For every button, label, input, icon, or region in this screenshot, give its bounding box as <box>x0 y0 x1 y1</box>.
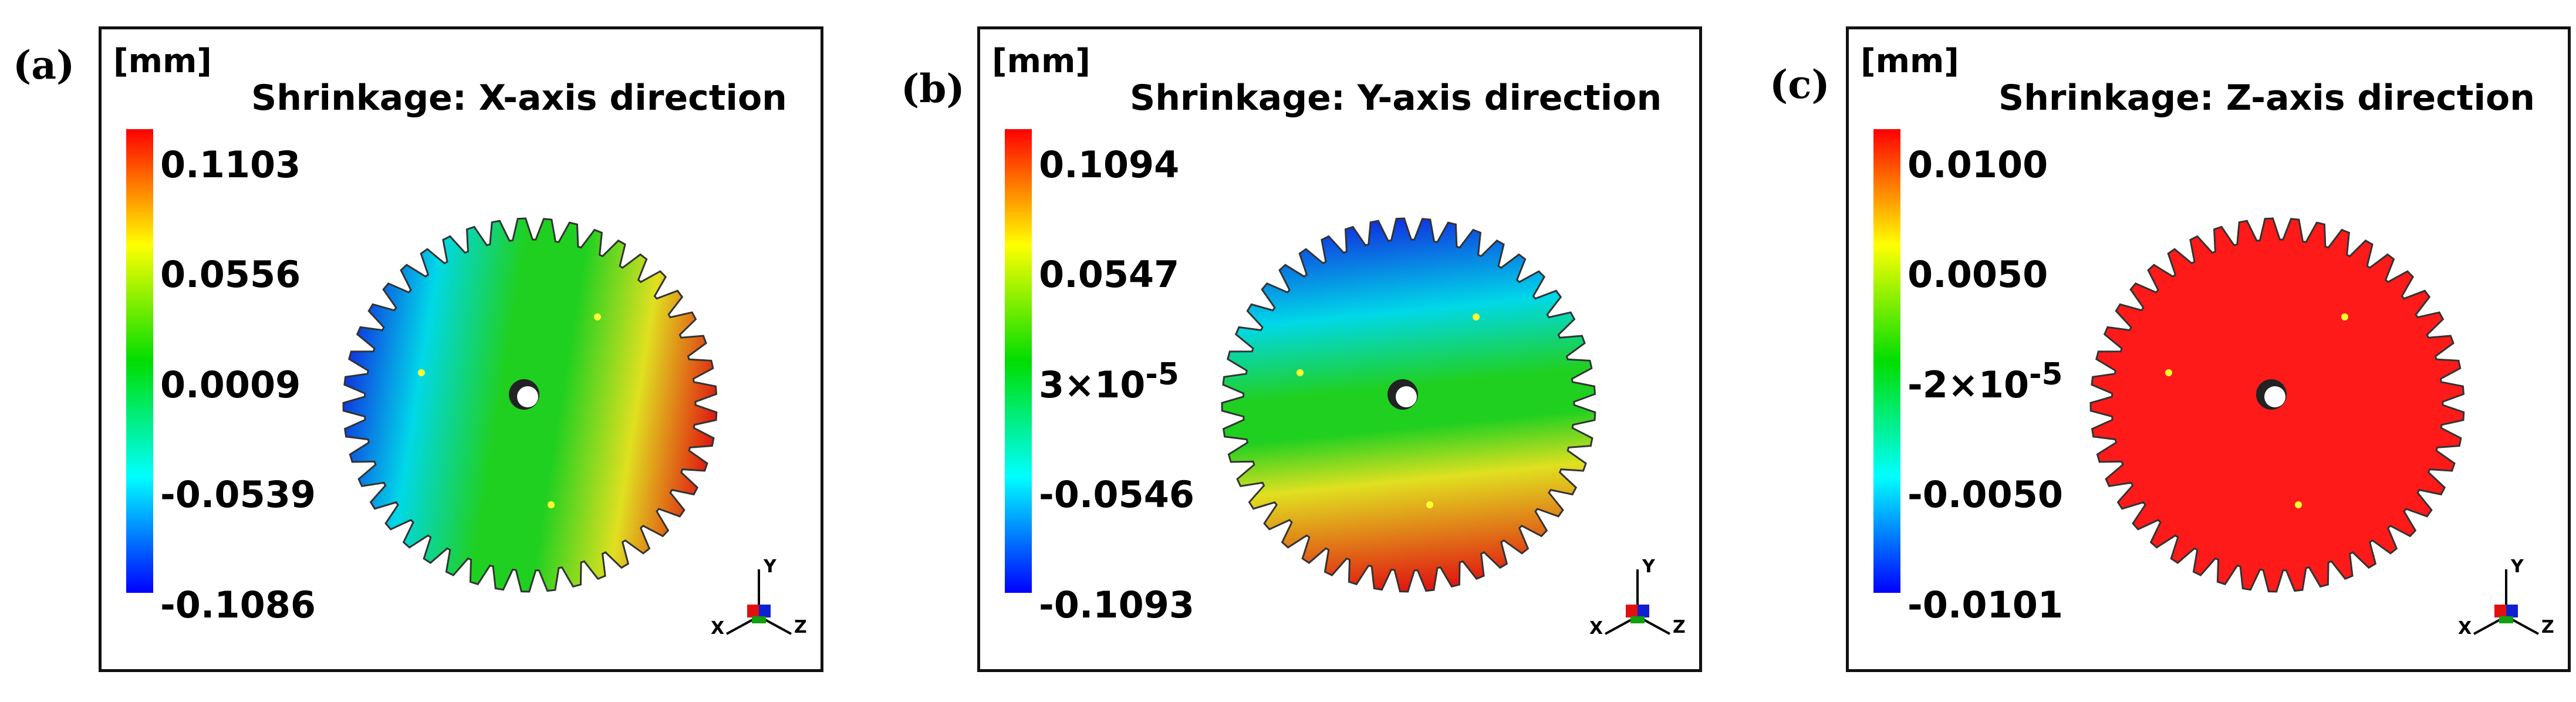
triad-x-label: X <box>711 618 724 639</box>
triad-z-label: Z <box>1673 617 1686 637</box>
axis-triad: Y X Z <box>2458 556 2554 639</box>
triad-x-label: X <box>2458 618 2472 639</box>
panel-c-letter: (c) <box>1770 62 1830 107</box>
gear-contour-plot <box>1221 217 1596 593</box>
panel-b: [mm] Shrinkage: Y-axis direction 0.1094 … <box>977 26 1702 672</box>
gear-contour-plot <box>342 217 718 593</box>
unit-label: [mm] <box>113 42 212 80</box>
scale-tick-high: 0.0050 <box>1907 252 2048 296</box>
panel-title: Shrinkage: X-axis direction <box>251 77 787 119</box>
scale-tick-min: -0.1086 <box>160 583 316 626</box>
panel-a-letter: (a) <box>13 42 75 88</box>
scale-tick-mid: -2×10-5 <box>1907 357 2063 406</box>
scale-tick-high: 0.0547 <box>1039 252 1180 296</box>
scale-tick-mid: 3×10-5 <box>1039 357 1179 406</box>
scale-tick-low: -0.0546 <box>1039 473 1194 516</box>
color-scale-bar <box>1005 129 1032 593</box>
unit-label: [mm] <box>992 42 1091 80</box>
panel-c: [mm] Shrinkage: Z-axis direction 0.0100 … <box>1846 26 2571 672</box>
scale-tick-low: -0.0050 <box>1907 473 2063 516</box>
triad-y-label: Y <box>2510 556 2524 577</box>
axis-triad: Y X Z <box>711 556 807 639</box>
color-scale-bar <box>126 129 153 593</box>
panel-title: Shrinkage: Y-axis direction <box>1130 77 1662 119</box>
triad-x-label: X <box>1589 618 1603 639</box>
panel-b-letter: (b) <box>901 66 965 112</box>
gear-contour-plot <box>2089 217 2465 593</box>
scale-tick-max: 0.1094 <box>1039 143 1180 186</box>
panel-a: [mm] Shrinkage: X-axis direction 0.1103 … <box>99 26 823 672</box>
color-scale-bar <box>1873 129 1900 593</box>
axis-triad: Y X Z <box>1589 556 1686 639</box>
scale-tick-mid: 0.0009 <box>160 363 301 406</box>
triad-z-label: Z <box>2541 617 2554 637</box>
scale-tick-min: -0.0101 <box>1907 583 2063 626</box>
triad-y-label: Y <box>763 556 777 577</box>
triad-z-label: Z <box>794 617 807 637</box>
triad-y-label: Y <box>1642 556 1656 577</box>
scale-tick-high: 0.0556 <box>160 252 301 296</box>
unit-label: [mm] <box>1861 42 1959 80</box>
scale-tick-min: -0.1093 <box>1039 583 1194 626</box>
panel-title: Shrinkage: Z-axis direction <box>1998 77 2535 119</box>
scale-tick-max: 0.0100 <box>1907 143 2048 186</box>
scale-tick-low: -0.0539 <box>160 473 316 516</box>
scale-tick-max: 0.1103 <box>160 143 301 186</box>
